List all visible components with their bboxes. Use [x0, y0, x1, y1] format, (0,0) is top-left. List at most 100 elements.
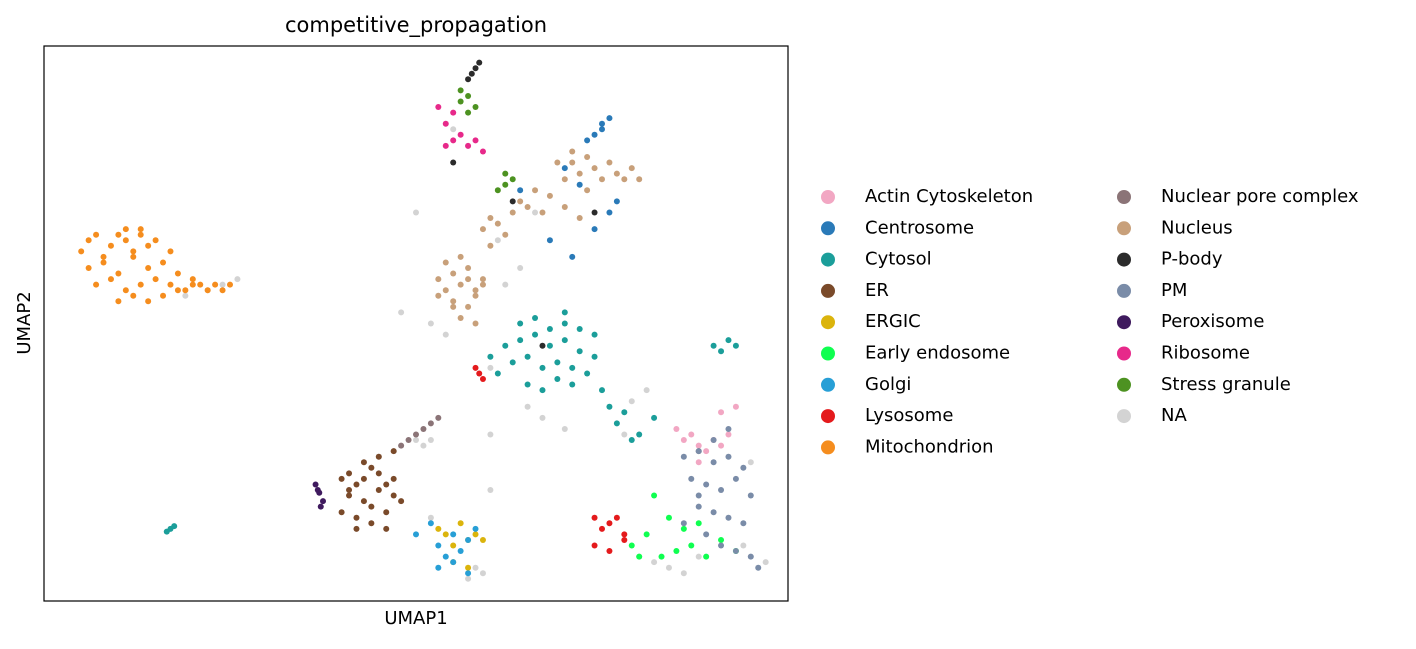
data-point: [457, 548, 464, 555]
data-point: [539, 209, 546, 216]
data-point: [413, 437, 419, 444]
data-point: [465, 303, 472, 310]
legend-marker: [1117, 190, 1131, 204]
data-point: [122, 226, 129, 233]
data-point: [472, 137, 479, 144]
data-point: [718, 348, 725, 355]
data-point: [472, 65, 479, 72]
data-point: [680, 570, 687, 577]
data-point: [606, 403, 613, 410]
data-point: [368, 503, 375, 510]
data-point: [524, 381, 531, 388]
data-point: [613, 198, 620, 205]
data-point: [465, 92, 472, 99]
data-point: [487, 431, 494, 438]
data-point: [546, 192, 553, 199]
data-point: [450, 137, 457, 144]
data-point: [442, 287, 449, 294]
data-point: [703, 448, 710, 455]
data-point: [476, 370, 483, 377]
legend-label: P-body: [1161, 249, 1223, 270]
data-point: [621, 409, 628, 416]
data-point: [314, 487, 321, 493]
data-point: [472, 287, 479, 294]
data-point: [554, 159, 561, 166]
data-point: [539, 387, 546, 394]
data-point: [346, 470, 353, 477]
legend-label: Nucleus: [1161, 217, 1233, 238]
data-point: [509, 198, 516, 205]
data-point: [732, 342, 739, 349]
data-point: [710, 437, 717, 444]
data-point: [160, 259, 167, 266]
data-point: [688, 542, 695, 549]
data-point: [472, 564, 479, 571]
legend-label: Centrosome: [865, 217, 974, 238]
data-point: [390, 492, 397, 499]
data-point: [509, 176, 516, 183]
data-point: [695, 520, 702, 527]
data-point: [435, 104, 442, 111]
data-point: [487, 353, 494, 360]
data-point: [479, 226, 486, 233]
data-point: [468, 70, 475, 77]
data-point: [457, 253, 464, 260]
data-point: [487, 364, 494, 371]
data-point: [665, 564, 672, 571]
data-point: [442, 531, 449, 538]
legend-marker: [1117, 283, 1131, 298]
data-point: [569, 159, 576, 166]
legend-label: Nuclear pore complex: [1161, 186, 1359, 207]
data-point: [479, 281, 486, 288]
data-point: [599, 126, 605, 133]
data-point: [680, 520, 687, 527]
data-point: [137, 231, 144, 238]
legend-label: Cytosol: [865, 249, 932, 270]
data-point: [613, 170, 620, 177]
data-point: [695, 492, 702, 499]
data-point: [442, 331, 449, 338]
data-point: [502, 170, 509, 177]
data-point: [457, 314, 464, 321]
data-point: [398, 498, 405, 505]
data-point: [606, 520, 613, 527]
legend-marker: [1117, 409, 1131, 424]
data-point: [442, 259, 449, 266]
data-point: [427, 420, 434, 427]
data-point: [688, 431, 695, 438]
data-point: [450, 159, 457, 166]
data-point: [576, 326, 583, 333]
data-point: [487, 215, 494, 222]
data-point: [636, 176, 643, 183]
data-point: [584, 187, 591, 194]
data-point: [591, 331, 598, 338]
legend-marker: [821, 190, 835, 204]
data-point: [435, 564, 442, 571]
data-point: [472, 320, 479, 327]
data-point: [137, 281, 144, 288]
data-point: [628, 165, 635, 172]
data-point: [613, 514, 620, 521]
legend-label: Ribosome: [1161, 343, 1250, 364]
data-point: [479, 536, 486, 543]
data-point: [457, 281, 464, 288]
data-point: [353, 525, 360, 532]
points: [78, 59, 769, 582]
data-point: [368, 520, 375, 527]
data-point: [561, 309, 568, 316]
data-point: [718, 442, 725, 449]
data-point: [167, 248, 174, 255]
legend-marker: [821, 440, 835, 455]
data-point: [494, 220, 501, 227]
data-point: [182, 287, 189, 294]
data-point: [420, 442, 427, 449]
data-point: [576, 348, 583, 355]
data-point: [115, 298, 122, 305]
data-point: [197, 281, 204, 288]
data-point: [152, 237, 159, 244]
data-point: [472, 531, 479, 538]
data-point: [725, 514, 732, 521]
data-point: [227, 281, 233, 288]
data-point: [643, 387, 650, 394]
